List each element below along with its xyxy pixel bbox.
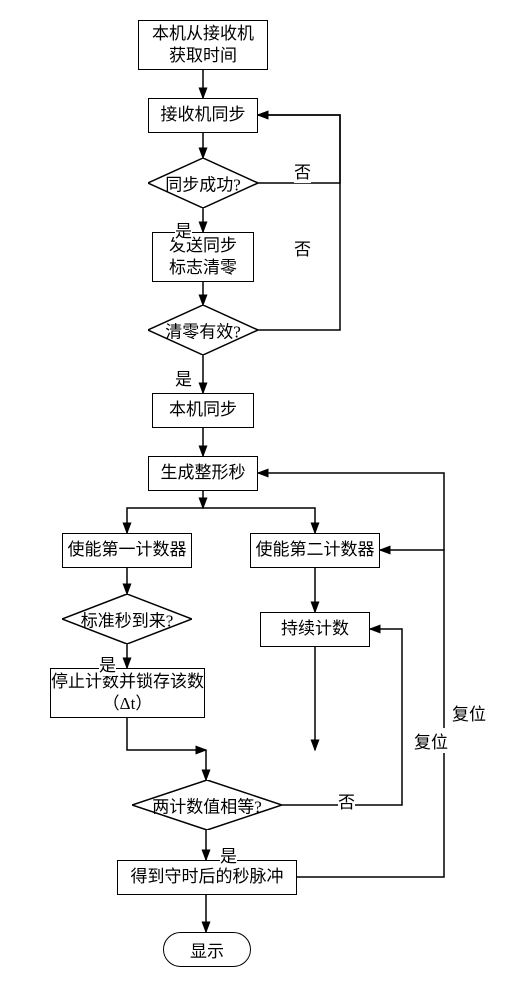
terminator-n15: 显示 bbox=[163, 932, 251, 967]
decision-n3: 同步成功? bbox=[148, 158, 258, 208]
node-label: 同步成功? bbox=[148, 171, 258, 196]
edge-side-label: 复位 bbox=[414, 728, 448, 753]
edge-label: 是 bbox=[175, 217, 192, 242]
decision-n5: 清零有效? bbox=[148, 305, 258, 355]
node-label: 本机同步 bbox=[169, 399, 237, 421]
node-label: 得到守时后的秒脉冲 bbox=[131, 866, 284, 888]
edge-label: 是 bbox=[175, 365, 192, 390]
process-n8: 使能第一计数器 bbox=[62, 533, 192, 568]
node-label: 停止计数并锁存该数（Δt） bbox=[51, 671, 204, 715]
decision-n13: 两计数值相等? bbox=[132, 780, 282, 830]
node-label: 接收机同步 bbox=[161, 104, 246, 126]
node-label: 显示 bbox=[190, 937, 224, 962]
decision-n10: 标准秒到来? bbox=[62, 594, 192, 644]
node-label: 持续计数 bbox=[281, 618, 349, 640]
node-label: 两计数值相等? bbox=[132, 793, 282, 818]
edge-label: 否 bbox=[294, 235, 311, 260]
edge-label: 是 bbox=[220, 842, 237, 867]
process-n14: 得到守时后的秒脉冲 bbox=[117, 860, 297, 895]
process-n4: 发送同步标志清零 bbox=[152, 232, 254, 282]
edge-label: 是 bbox=[99, 651, 116, 676]
node-label: 标准秒到来? bbox=[62, 607, 192, 632]
process-n6: 本机同步 bbox=[152, 393, 254, 428]
process-n1: 本机从接收机获取时间 bbox=[138, 20, 268, 70]
edge-label: 否 bbox=[338, 788, 355, 813]
process-n2: 接收机同步 bbox=[148, 98, 258, 133]
node-label: 使能第一计数器 bbox=[68, 539, 187, 561]
node-label: 使能第二计数器 bbox=[256, 539, 375, 561]
edge-label: 否 bbox=[294, 158, 311, 183]
node-label: 清零有效? bbox=[148, 318, 258, 343]
node-label: 本机从接收机获取时间 bbox=[152, 23, 254, 67]
process-n11: 持续计数 bbox=[260, 612, 370, 647]
process-n12: 停止计数并锁存该数（Δt） bbox=[50, 668, 205, 718]
process-n7: 生成整形秒 bbox=[148, 456, 258, 491]
process-n9: 使能第二计数器 bbox=[250, 533, 380, 568]
node-label: 生成整形秒 bbox=[161, 462, 246, 484]
edge-side-label: 复位 bbox=[452, 700, 486, 725]
flowchart-connectors bbox=[0, 0, 521, 1000]
